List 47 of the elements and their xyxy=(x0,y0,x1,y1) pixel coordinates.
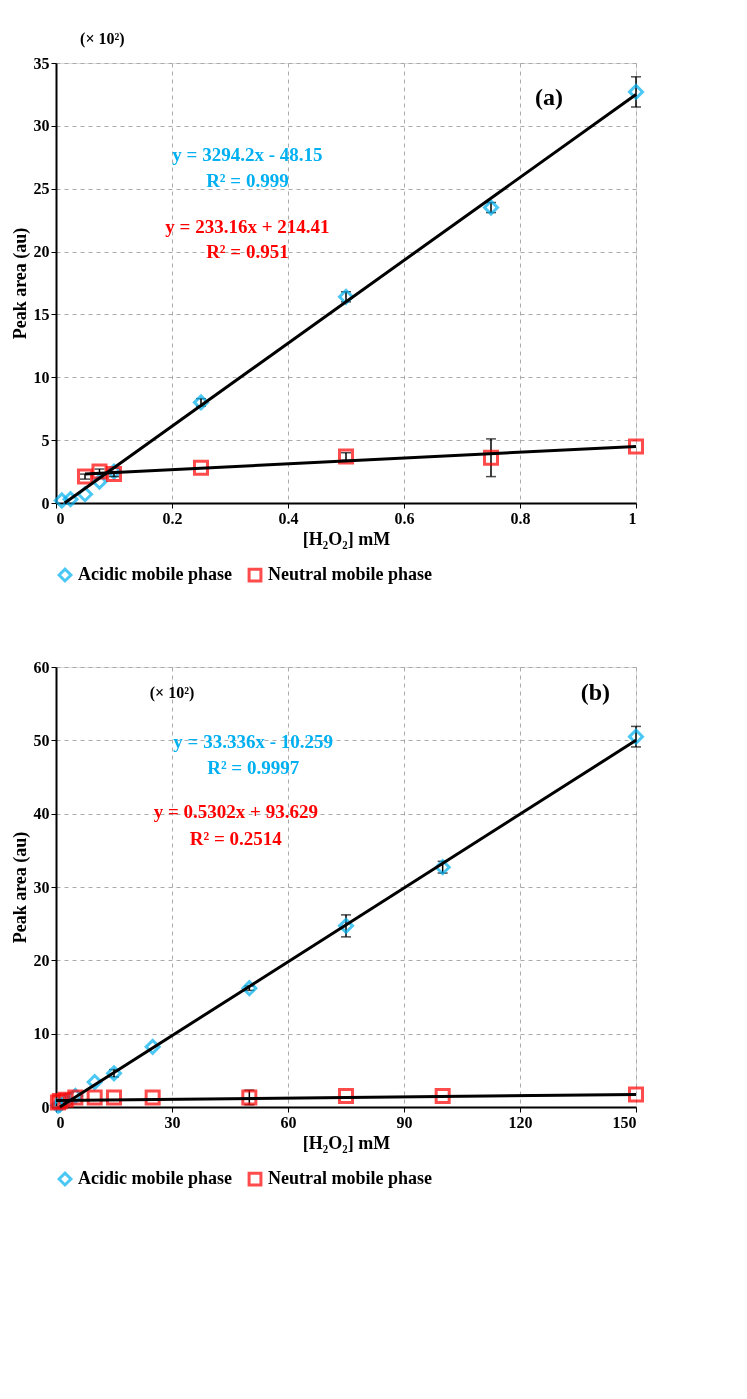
x-tick-label: 1 xyxy=(628,509,637,527)
y-axis-title: Peak area (au) xyxy=(9,831,31,944)
annotation: (a) xyxy=(535,84,563,111)
annotation: R² = 0.9997 xyxy=(207,757,300,779)
annotation: y = 0.5302x + 93.629 xyxy=(153,801,318,823)
x-tick-label: 90 xyxy=(396,1113,413,1131)
x-tick-label: 30 xyxy=(164,1113,181,1131)
y-tick-label: 20 xyxy=(33,243,50,261)
y-tick-label: 60 xyxy=(33,658,50,676)
y-tick-label: 50 xyxy=(33,731,50,749)
y-tick-label: 40 xyxy=(33,805,50,823)
annotation: (b) xyxy=(580,679,611,706)
x-tick-label: 0.2 xyxy=(162,509,183,527)
x-tick-label: 120 xyxy=(508,1113,533,1131)
annotation: R² = 0.951 xyxy=(206,241,289,263)
x-tick-label: 0.8 xyxy=(510,509,531,527)
y-tick-label: 10 xyxy=(33,1025,50,1043)
y-tick-label: 5 xyxy=(41,431,50,449)
annotation: y = 33.336x - 10.259 xyxy=(173,730,334,752)
x-axis-title: [H₂O₂] mM xyxy=(302,528,391,549)
annotation: R² = 0.2514 xyxy=(189,827,283,849)
legend-label: Neutral mobile phase xyxy=(268,1168,433,1189)
y-tick-label: 25 xyxy=(33,180,50,198)
legend-label: Neutral mobile phase xyxy=(268,564,433,585)
y-tick-label: 30 xyxy=(33,878,50,896)
y-axis-title: Peak area (au) xyxy=(9,227,31,340)
y-tick-label: 30 xyxy=(33,117,50,135)
x-tick-label: 0.4 xyxy=(278,509,299,527)
y-tick-label: 20 xyxy=(33,951,50,969)
annotation: R² = 0.999 xyxy=(206,169,289,191)
legend-label: Acidic mobile phase xyxy=(78,1168,233,1189)
x-tick-label: 0.6 xyxy=(394,509,415,527)
y-tick-label: 15 xyxy=(33,305,50,323)
x-tick-label: 60 xyxy=(280,1113,297,1131)
annotation: y = 3294.2x - 48.15 xyxy=(172,144,323,166)
x-tick-label: 0 xyxy=(56,509,65,527)
annotation: (× 10²) xyxy=(149,684,195,703)
y-tick-label: 0 xyxy=(41,494,50,512)
x-tick-label: 150 xyxy=(612,1113,637,1131)
y-tick-label: 0 xyxy=(41,1098,50,1116)
x-tick-label: 0 xyxy=(56,1113,65,1131)
y-tick-label: 10 xyxy=(33,368,50,386)
text: (× 10²) xyxy=(80,29,125,48)
y-tick-label: 35 xyxy=(33,54,50,72)
annotation: y = 233.16x + 214.41 xyxy=(165,215,330,237)
legend-label: Acidic mobile phase xyxy=(78,564,233,585)
x-axis-title: [H₂O₂] mM xyxy=(302,1132,391,1153)
